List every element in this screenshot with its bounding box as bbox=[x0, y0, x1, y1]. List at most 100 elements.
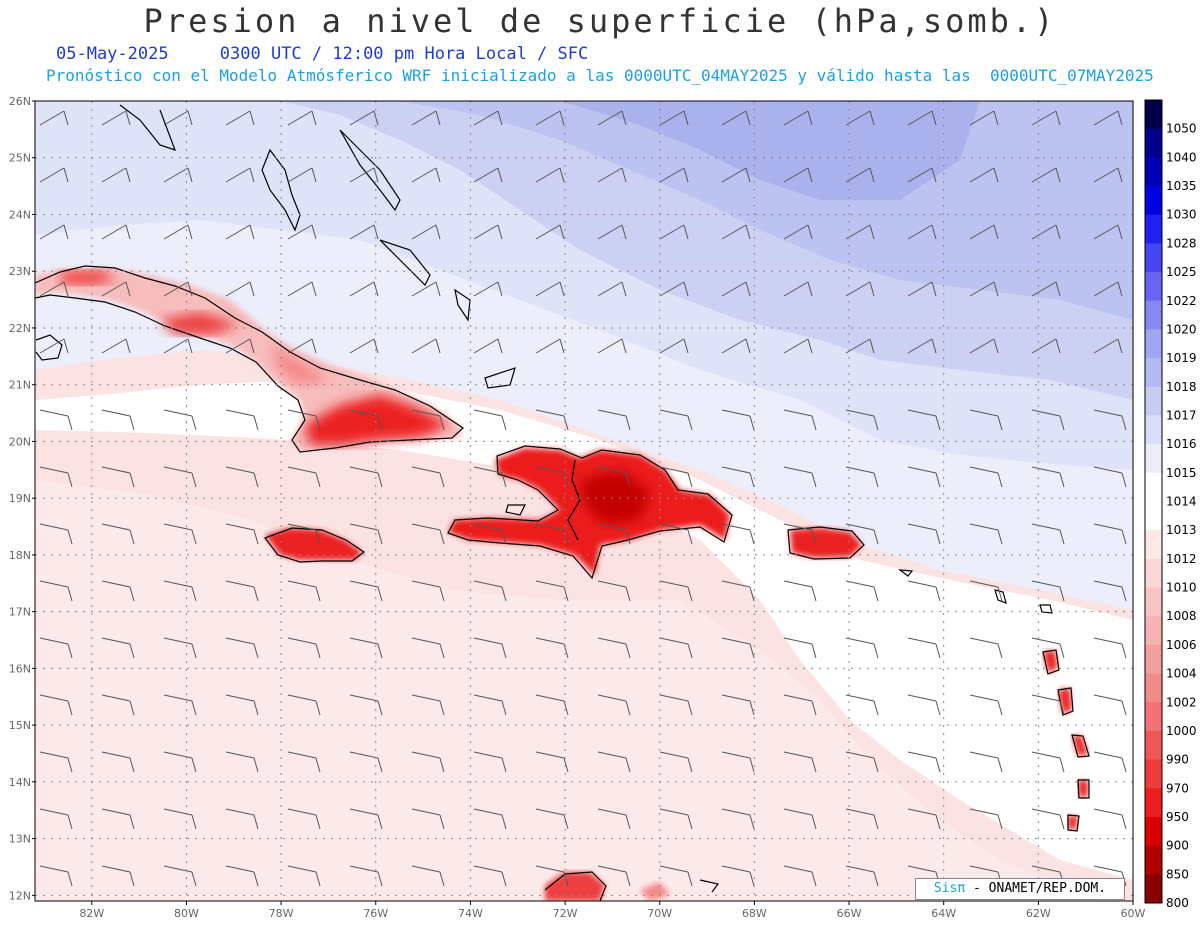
lat-label: 22N bbox=[9, 322, 31, 335]
wind-barb bbox=[411, 281, 441, 297]
colorbar-level-label: 1006 bbox=[1166, 638, 1197, 652]
wind-barb bbox=[1093, 466, 1127, 488]
wind-barb bbox=[287, 281, 317, 297]
lon-label: 66W bbox=[837, 907, 862, 920]
wind-barb bbox=[1031, 409, 1065, 431]
colorbar-level-label: 1017 bbox=[1166, 408, 1197, 422]
colorbar-level-label: 1030 bbox=[1166, 208, 1197, 222]
wind-barb bbox=[163, 338, 193, 354]
wind-barb bbox=[101, 580, 135, 602]
colorbar-level-label: 1012 bbox=[1166, 552, 1197, 566]
wind-barb bbox=[473, 281, 503, 297]
wind-barb bbox=[535, 110, 565, 126]
wind-barb bbox=[163, 580, 197, 602]
wind-barb bbox=[287, 523, 321, 545]
wind-barb bbox=[721, 523, 755, 545]
wind-barb bbox=[907, 808, 941, 830]
wind-barb bbox=[225, 694, 259, 716]
lat-label: 25N bbox=[9, 152, 31, 165]
wind-barb bbox=[845, 808, 879, 830]
wind-barb bbox=[721, 865, 755, 887]
wind-barb bbox=[597, 694, 631, 716]
lon-label: 72W bbox=[553, 907, 578, 920]
colorbar-level-label: 1050 bbox=[1166, 122, 1197, 136]
wind-barb bbox=[845, 637, 879, 659]
wind-barb bbox=[411, 694, 445, 716]
wind-barb bbox=[907, 751, 941, 773]
wind-barb bbox=[473, 409, 507, 431]
wind-barb bbox=[783, 224, 813, 240]
wind-barb bbox=[783, 865, 817, 887]
wind-barb bbox=[101, 694, 135, 716]
wind-barb bbox=[845, 409, 879, 431]
wind-barb bbox=[287, 694, 321, 716]
wind-barb bbox=[535, 808, 569, 830]
wind-barb bbox=[101, 466, 135, 488]
colorbar-swatch bbox=[1145, 214, 1162, 244]
wind-barb bbox=[659, 224, 689, 240]
wind-barb bbox=[411, 637, 445, 659]
wind-barb bbox=[287, 637, 321, 659]
colorbar-swatch bbox=[1145, 100, 1162, 130]
wind-barb bbox=[1093, 523, 1127, 545]
wind-barb bbox=[1093, 637, 1127, 659]
colorbar-swatch bbox=[1145, 874, 1162, 904]
wind-barb bbox=[39, 338, 69, 354]
credit-box: Sisπ - ONAMET/REP.DOM. bbox=[915, 878, 1125, 900]
colorbar-level-label: 950 bbox=[1166, 810, 1189, 824]
wind-barb bbox=[225, 808, 259, 830]
colorbar-level-label: 1016 bbox=[1166, 437, 1197, 451]
wind-barb bbox=[597, 637, 631, 659]
colorbar-level-label: 1004 bbox=[1166, 667, 1197, 681]
wind-barb bbox=[473, 580, 507, 602]
lat-label: 16N bbox=[9, 662, 31, 675]
wind-barb bbox=[969, 523, 1003, 545]
wind-barb bbox=[287, 808, 321, 830]
colorbar-swatch bbox=[1145, 386, 1162, 416]
wind-barb bbox=[907, 338, 937, 354]
wind-barb bbox=[783, 409, 817, 431]
wind-barb bbox=[1093, 338, 1123, 354]
colorbar-level-label: 1035 bbox=[1166, 179, 1197, 193]
wind-barb bbox=[659, 110, 689, 126]
lat-label: 12N bbox=[9, 889, 31, 902]
colorbar-swatch bbox=[1145, 329, 1162, 359]
wind-barb bbox=[39, 808, 73, 830]
wind-barb bbox=[907, 580, 941, 602]
wind-barb bbox=[721, 167, 751, 183]
colorbar-level-label: 1014 bbox=[1166, 495, 1197, 509]
colorbar-swatch bbox=[1145, 816, 1162, 847]
colorbar-swatch bbox=[1145, 501, 1162, 531]
wind-barb bbox=[39, 167, 69, 183]
wind-barb bbox=[659, 167, 689, 183]
wind-barb bbox=[163, 466, 197, 488]
wind-barb bbox=[287, 580, 321, 602]
lon-label: 82W bbox=[79, 907, 104, 920]
wind-barb bbox=[101, 110, 131, 126]
wind-barb bbox=[39, 466, 73, 488]
lon-label: 74W bbox=[458, 907, 483, 920]
wind-barb bbox=[101, 865, 135, 887]
wind-barb bbox=[969, 409, 1003, 431]
wind-barb bbox=[535, 281, 565, 297]
wind-barb bbox=[1093, 580, 1127, 602]
wind-barb bbox=[783, 281, 813, 297]
wind-barb bbox=[1031, 523, 1065, 545]
wind-barb bbox=[721, 808, 755, 830]
wind-barb bbox=[783, 110, 813, 126]
colorbar-swatch bbox=[1145, 788, 1162, 818]
wind-barb bbox=[597, 110, 627, 126]
wind-barb bbox=[969, 466, 1003, 488]
colorbar-legend: 1050 1040 1035 1030 1028 1025 1022 1020 1019 1018… bbox=[1144, 99, 1197, 910]
wind-barb bbox=[1031, 167, 1061, 183]
wind-barb bbox=[535, 751, 569, 773]
colorbar-swatch bbox=[1145, 243, 1162, 273]
wind-barb bbox=[597, 224, 627, 240]
wind-barb bbox=[969, 224, 999, 240]
wind-barb bbox=[349, 523, 383, 545]
wind-barb bbox=[225, 224, 255, 240]
colorbar-swatch bbox=[1145, 558, 1162, 589]
wind-barb bbox=[721, 751, 755, 773]
wind-barb bbox=[473, 694, 507, 716]
wind-barb bbox=[907, 694, 941, 716]
